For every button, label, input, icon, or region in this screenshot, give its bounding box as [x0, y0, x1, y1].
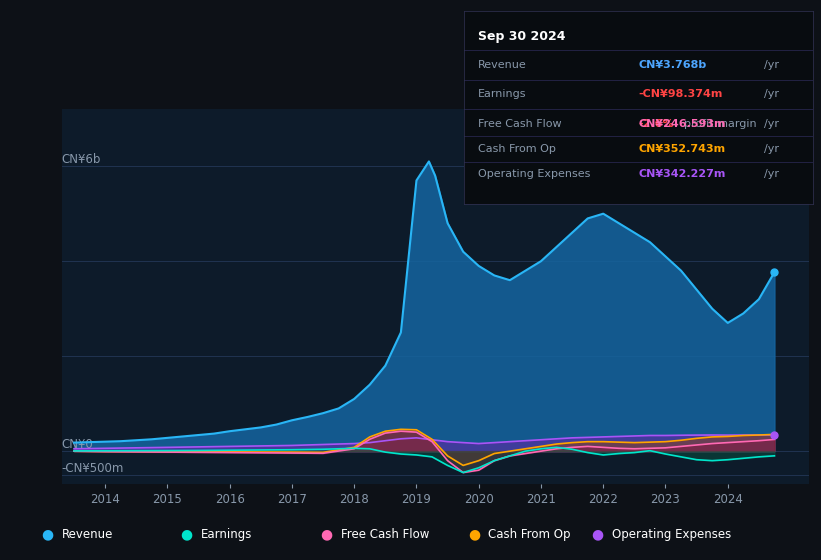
Text: ●: ●: [41, 528, 53, 542]
Text: Revenue: Revenue: [62, 528, 113, 542]
Text: CN¥6b: CN¥6b: [62, 153, 101, 166]
Text: /yr: /yr: [764, 144, 779, 155]
Text: Sep 30 2024: Sep 30 2024: [478, 30, 566, 43]
Text: -CN¥98.374m: -CN¥98.374m: [639, 89, 722, 99]
Text: Free Cash Flow: Free Cash Flow: [478, 119, 562, 129]
Text: Earnings: Earnings: [201, 528, 253, 542]
Text: ●: ●: [591, 528, 603, 542]
Text: Cash From Op: Cash From Op: [488, 528, 571, 542]
Text: CN¥352.743m: CN¥352.743m: [639, 144, 726, 155]
Text: /yr: /yr: [764, 170, 779, 179]
Text: profit margin: profit margin: [684, 119, 756, 129]
Text: CN¥342.227m: CN¥342.227m: [639, 170, 726, 179]
Text: CN¥0: CN¥0: [62, 438, 94, 451]
Text: CN¥246.593m: CN¥246.593m: [639, 119, 726, 129]
Text: ●: ●: [468, 528, 480, 542]
Text: Revenue: Revenue: [478, 60, 526, 71]
Text: -2.6%: -2.6%: [639, 119, 674, 129]
Text: Free Cash Flow: Free Cash Flow: [341, 528, 429, 542]
Text: CN¥3.768b: CN¥3.768b: [639, 60, 707, 71]
Text: /yr: /yr: [764, 60, 779, 71]
Text: ●: ●: [181, 528, 193, 542]
Text: Earnings: Earnings: [478, 89, 526, 99]
Text: -CN¥500m: -CN¥500m: [62, 462, 124, 475]
Text: Operating Expenses: Operating Expenses: [612, 528, 731, 542]
Text: /yr: /yr: [764, 119, 779, 129]
Text: Operating Expenses: Operating Expenses: [478, 170, 590, 179]
Text: ●: ●: [320, 528, 333, 542]
Text: Cash From Op: Cash From Op: [478, 144, 556, 155]
Text: /yr: /yr: [764, 89, 779, 99]
